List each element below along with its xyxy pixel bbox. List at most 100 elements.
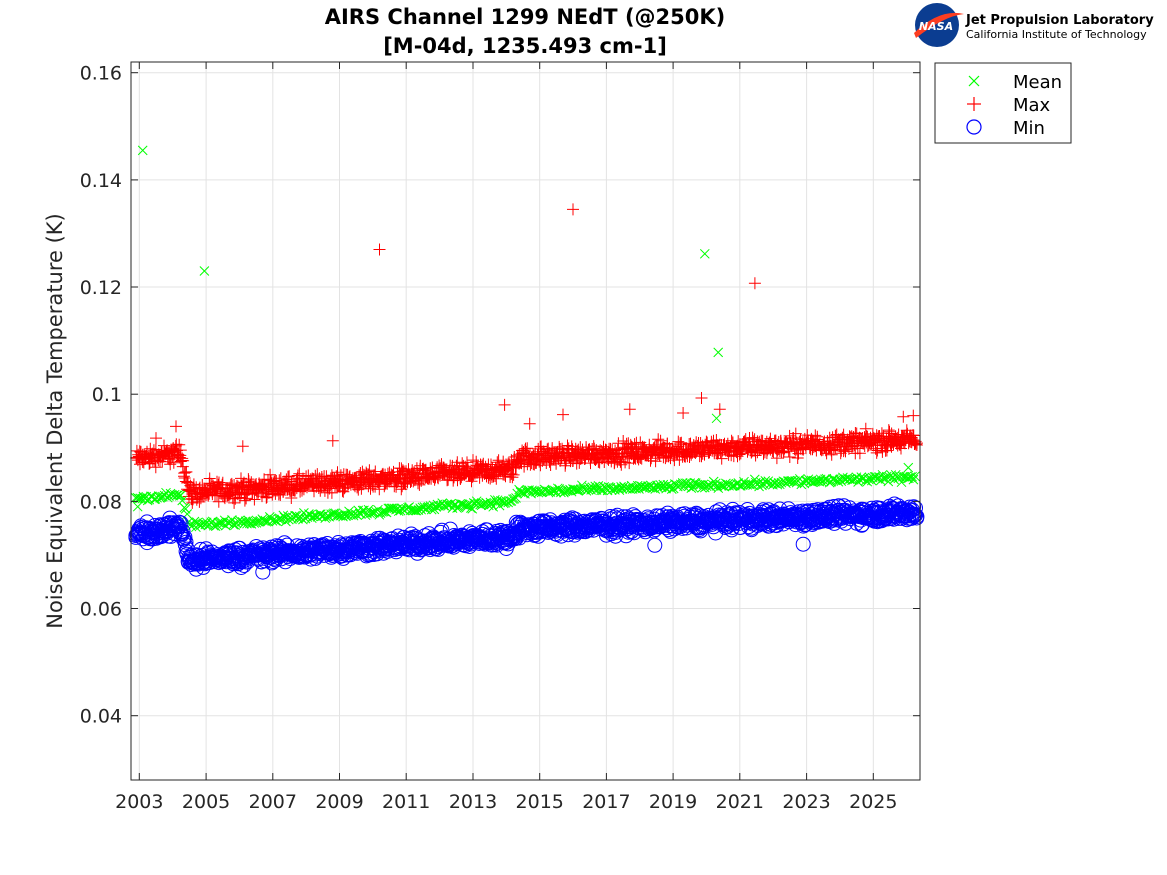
jpl-name: Jet Propulsion Laboratory bbox=[965, 13, 1154, 28]
data-point-max bbox=[608, 456, 621, 469]
data-point-max bbox=[883, 425, 896, 438]
nasa-logo-lettering: NASA bbox=[919, 20, 953, 33]
data-point-mean bbox=[853, 477, 863, 487]
legend-label-min: Min bbox=[1013, 118, 1045, 139]
chart-title-line-2: [M-04d, 1235.493 cm-1] bbox=[383, 34, 667, 58]
data-point-max bbox=[911, 437, 923, 450]
outlier-point-mean bbox=[199, 266, 210, 276]
outlier-point-max bbox=[326, 434, 339, 447]
outlier-point-max bbox=[150, 432, 162, 445]
y-tick-label: 0.14 bbox=[80, 170, 122, 192]
data-point-mean bbox=[749, 474, 760, 485]
data-point-mean bbox=[908, 474, 919, 485]
x-tick-label: 2009 bbox=[315, 791, 363, 813]
data-point-mean bbox=[617, 484, 628, 494]
jpl-logo: NASA Jet Propulsion Laboratory Californi… bbox=[914, 3, 1154, 47]
data-point-max bbox=[604, 442, 617, 455]
x-tick-label: 2025 bbox=[849, 791, 897, 813]
data-point-mean bbox=[281, 516, 291, 527]
y-tick-label: 0.08 bbox=[80, 491, 122, 513]
data-point-mean bbox=[653, 482, 664, 493]
data-point-max bbox=[535, 440, 548, 453]
data-point-max bbox=[248, 493, 261, 506]
data-point-max bbox=[710, 434, 723, 446]
data-point-max bbox=[203, 472, 216, 485]
data-point-mean bbox=[395, 505, 406, 516]
data-point-max bbox=[789, 427, 802, 440]
data-point-max bbox=[877, 430, 890, 443]
data-point-mean bbox=[149, 494, 160, 505]
series-max bbox=[130, 203, 923, 509]
y-tick-label: 0.16 bbox=[80, 63, 122, 85]
outlier-point-max bbox=[170, 420, 182, 433]
outlier-point-max bbox=[523, 417, 536, 430]
data-point-mean bbox=[907, 471, 917, 482]
data-point-max bbox=[181, 476, 194, 489]
data-point-max bbox=[205, 477, 218, 490]
data-point-mean bbox=[703, 480, 713, 491]
data-point-max bbox=[283, 470, 296, 483]
x-tick-label: 2021 bbox=[716, 791, 764, 813]
data-point-max bbox=[559, 459, 572, 472]
outlier-point-max bbox=[897, 410, 910, 423]
plot-area bbox=[131, 62, 920, 780]
data-point-mean bbox=[365, 508, 375, 519]
data-point-mean bbox=[384, 503, 395, 514]
data-point-max bbox=[216, 476, 229, 489]
y-tick-label: 0.1 bbox=[92, 384, 122, 406]
outlier-point-max bbox=[748, 277, 761, 290]
outlier-point-max bbox=[907, 409, 920, 422]
outlier-point-mean bbox=[903, 462, 914, 473]
outlier-point-max bbox=[713, 403, 726, 416]
outlier-point-mean bbox=[699, 248, 710, 259]
data-point-mean bbox=[273, 514, 284, 524]
data-point-max bbox=[331, 466, 344, 479]
data-point-max bbox=[853, 447, 866, 460]
data-point-min bbox=[618, 528, 634, 544]
data-point-mean bbox=[377, 507, 387, 517]
data-point-mean bbox=[282, 511, 293, 521]
data-point-max bbox=[173, 438, 186, 451]
data-point-mean bbox=[644, 482, 655, 493]
data-point-max bbox=[167, 456, 180, 469]
data-point-mean bbox=[452, 503, 462, 513]
data-point-mean bbox=[307, 511, 318, 522]
data-point-max bbox=[325, 486, 338, 499]
data-point-mean bbox=[554, 484, 565, 494]
x-tick-label: 2019 bbox=[649, 791, 697, 813]
data-point-min bbox=[178, 534, 194, 550]
series-mean bbox=[130, 145, 920, 533]
data-point-mean bbox=[164, 491, 174, 501]
data-point-max bbox=[811, 430, 824, 443]
data-point-mean bbox=[820, 474, 830, 485]
data-point-max bbox=[851, 442, 864, 455]
data-point-mean bbox=[321, 512, 332, 522]
data-point-mean bbox=[869, 472, 880, 482]
data-point-max bbox=[507, 468, 520, 481]
data-point-max bbox=[731, 450, 744, 463]
data-point-mean bbox=[270, 515, 281, 526]
outlier-point-mean bbox=[711, 413, 722, 424]
x-tick-label: 2017 bbox=[582, 791, 630, 813]
data-point-mean bbox=[189, 516, 200, 527]
data-point-max bbox=[617, 435, 630, 447]
x-tick-label: 2023 bbox=[782, 791, 830, 813]
data-point-max bbox=[264, 468, 277, 481]
y-tick-label: 0.12 bbox=[80, 277, 122, 299]
data-point-mean bbox=[200, 519, 211, 530]
data-point-max bbox=[161, 452, 174, 465]
data-point-max bbox=[770, 452, 783, 465]
nasa-swoosh bbox=[914, 12, 964, 38]
outlier-point-mean bbox=[137, 145, 148, 156]
data-point-max bbox=[783, 451, 796, 463]
data-point-max bbox=[177, 454, 190, 467]
grid-lines bbox=[131, 62, 920, 780]
data-point-mean bbox=[910, 471, 920, 482]
data-point-max bbox=[363, 464, 376, 477]
x-tick-label: 2007 bbox=[249, 791, 297, 813]
data-point-max bbox=[180, 465, 193, 478]
x-tick-label: 2003 bbox=[115, 791, 163, 813]
chart-title-line-1: AIRS Channel 1299 NEdT (@250K) bbox=[325, 5, 726, 29]
data-point-mean bbox=[367, 507, 377, 518]
